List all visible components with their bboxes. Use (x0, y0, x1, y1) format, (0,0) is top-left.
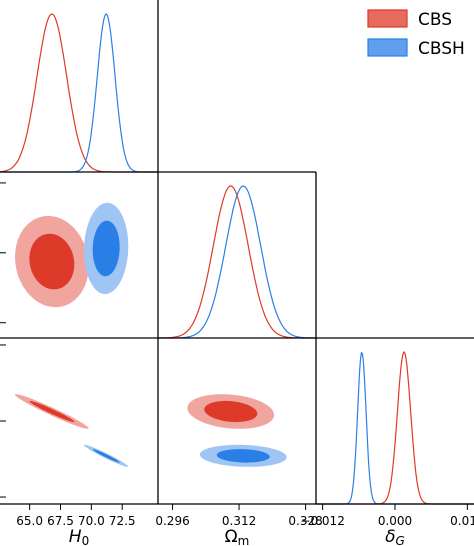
marginal-curve-cbsh-H0 (0, 13, 158, 173)
x-tick-label-Om-0: 0.296 (155, 514, 189, 528)
legend: CBS CBSH (367, 9, 465, 59)
x-tick-label-Om-2: 0.328 (288, 514, 322, 528)
x-tick-label-dG-2: 0.012 (450, 514, 474, 528)
x-tick-label-Om-1: 0.312 (222, 514, 256, 528)
axis-label-dG: δG (385, 527, 405, 546)
marginal-curve-cbs-dG (316, 350, 474, 505)
contour-68-cbs-H0-dG (29, 400, 75, 423)
x-tick-label-H0-2: 70.0 (78, 514, 105, 528)
contour-68-cbsh-Om-dG (216, 449, 270, 463)
x-tick-label-H0-3: 72.5 (109, 514, 136, 528)
x-tick-label-H0-1: 67.5 (47, 514, 74, 528)
marginal-curve-cbsh-dG (316, 351, 474, 505)
tick-layer: 65.0 67.5 70.0 72.5 H0 0.296 0.312 0.328 Ωm −0.01… (0, 182, 474, 546)
axis-label-Om: Ωm (225, 527, 250, 546)
contour-68-cbsh-H0-dG (92, 449, 120, 463)
marginal-curve-cbsh-Om (158, 185, 316, 339)
x-tick-label-dG-0: −0.012 (300, 514, 344, 528)
axis-label-H0: H0 (69, 527, 89, 546)
legend-label-cbs: CBS (418, 10, 452, 30)
marginal-curve-cbs-Om (158, 185, 316, 339)
contour-layer (15, 202, 287, 467)
legend-swatch-cbs (367, 9, 408, 28)
legend-label-cbsh: CBSH (418, 39, 465, 59)
contour-68-cbs-H0-Om (29, 233, 75, 290)
x-tick-label-dG-1: 0.000 (378, 514, 412, 528)
x-tick-label-H0-0: 65.0 (16, 514, 43, 528)
marginal-curve-cbs-H0 (0, 13, 158, 173)
legend-swatch-cbsh (367, 38, 408, 57)
contour-68-cbsh-H0-Om (92, 220, 120, 277)
contour-68-cbs-Om-dG (204, 400, 258, 423)
